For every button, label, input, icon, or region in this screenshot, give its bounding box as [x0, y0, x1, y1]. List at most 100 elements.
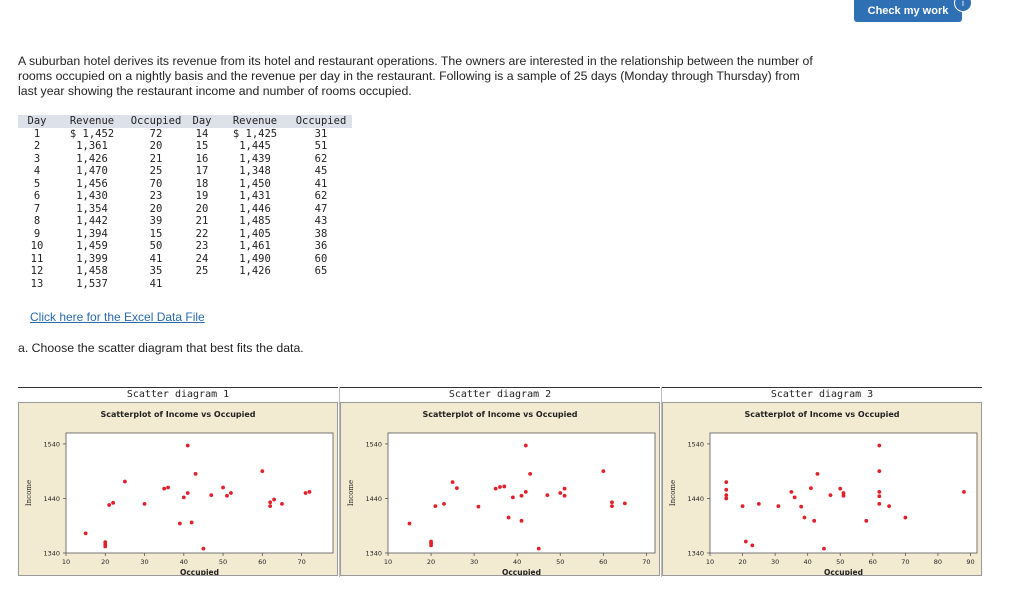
- plot-area: [65, 432, 334, 554]
- cell-day: 2: [33, 140, 41, 152]
- y-axis-label: Income: [347, 480, 355, 506]
- data-point: [792, 495, 797, 500]
- data-point: [841, 491, 846, 495]
- data-point: [822, 546, 826, 551]
- y-axis-label: Income: [25, 480, 33, 506]
- y-tick-label: 1340: [687, 550, 704, 558]
- x-tick-label: 60: [599, 558, 607, 566]
- cell-occupied-2: 65: [314, 265, 328, 277]
- data-point: [903, 515, 908, 520]
- table-row: 9 1,394 15 22 1,405 38: [18, 228, 352, 241]
- cell-day-2: 20: [195, 202, 209, 215]
- cell-day-2: 19: [195, 190, 209, 202]
- table-row: 1 $ 1,452 72 14 $ 1,425 31: [18, 128, 352, 141]
- cell-revenue: 1,537: [76, 277, 108, 290]
- data-point: [498, 485, 502, 489]
- cell-occupied: 72: [149, 127, 163, 140]
- data-point: [303, 491, 308, 495]
- scatter-diagram-2[interactable]: Scatter diagram 2 Scatterplot of Income …: [340, 387, 660, 578]
- data-point: [523, 443, 528, 448]
- x-tick-label: 10: [62, 558, 70, 566]
- data-point: [162, 486, 167, 491]
- cell-day: 7: [33, 202, 41, 215]
- x-tick-label: 20: [738, 558, 746, 566]
- cell-revenue: 1,458: [76, 265, 108, 277]
- scatter-diagram-3[interactable]: Scatter diagram 3 Scatterplot of Income …: [662, 387, 982, 578]
- cell-occupied-2: 62: [314, 190, 328, 202]
- chart-title: Scatterplot of Income vs Occupied: [744, 410, 899, 419]
- y-tick-label: 1440: [687, 495, 704, 503]
- data-point: [455, 486, 459, 490]
- cell-day-2: 15: [195, 140, 209, 152]
- data-point: [268, 504, 273, 508]
- data-point: [724, 496, 729, 501]
- cell-occupied-2: [290, 278, 352, 291]
- cell-occupied: 70: [149, 177, 163, 190]
- data-point: [558, 491, 563, 495]
- table-header-day-2: Day: [184, 115, 220, 128]
- data-point: [809, 486, 813, 490]
- cell-occupied-2: 38: [314, 227, 328, 240]
- x-tick-label: 50: [556, 558, 564, 566]
- check-my-work-button[interactable]: Check my work: [854, 0, 962, 22]
- cell-occupied-2: 45: [314, 165, 328, 177]
- data-point: [407, 521, 412, 526]
- cell-revenue-2: 1,445: [239, 140, 271, 152]
- data-point: [877, 443, 882, 448]
- cell-day: 5: [33, 177, 41, 190]
- cell-revenue-2: [220, 278, 290, 291]
- scatter-diagram-1[interactable]: Scatter diagram 1 Scatterplot of Income …: [18, 387, 338, 578]
- cell-occupied-2: 51: [314, 140, 328, 152]
- data-point: [601, 469, 606, 474]
- y-tick-label: 1540: [365, 440, 382, 448]
- data-point: [221, 485, 225, 490]
- data-point: [307, 490, 312, 494]
- data-point: [724, 493, 729, 498]
- cell-revenue: 1,459: [76, 240, 108, 252]
- scatter-chart-1: Scatterplot of Income vs Occupied 1340 144…: [25, 410, 334, 575]
- cell-day: 9: [33, 227, 41, 240]
- cell-day-2: 17: [195, 165, 209, 177]
- cell-day-2: 21: [195, 215, 209, 227]
- data-point: [476, 504, 481, 509]
- y-tick-label: 1540: [687, 440, 704, 448]
- x-tick-label: 10: [706, 558, 714, 566]
- data-point: [185, 443, 190, 448]
- cell-revenue-2: 1,405: [239, 227, 271, 240]
- cell-occupied: 50: [149, 240, 163, 252]
- data-point: [519, 493, 524, 498]
- x-tick-label: 40: [513, 558, 521, 566]
- cell-occupied: 25: [149, 165, 163, 177]
- data-point: [562, 486, 567, 491]
- cell-day: 11: [30, 252, 44, 265]
- excel-data-link[interactable]: Click here for the Excel Data File: [30, 310, 205, 324]
- cell-occupied-2: 31: [314, 127, 328, 140]
- data-point: [268, 500, 273, 505]
- data-point: [185, 491, 190, 495]
- data-point: [225, 493, 229, 498]
- x-tick-label: 30: [140, 558, 148, 566]
- data-point: [502, 484, 507, 489]
- table-row: 4 1,470 25 17 1,348 45: [18, 165, 352, 178]
- data-point: [107, 503, 112, 507]
- data-point: [433, 504, 438, 508]
- cell-day: 12: [30, 265, 44, 277]
- y-tick-label: 1540: [43, 440, 60, 448]
- x-tick-label: 60: [869, 558, 877, 566]
- table-row: 3 1,426 21 16 1,439 62: [18, 153, 352, 166]
- data-point: [724, 487, 729, 492]
- data-point: [510, 495, 515, 500]
- data-point: [750, 543, 755, 548]
- cell-occupied: 20: [149, 140, 163, 152]
- cell-occupied-2: 62: [314, 152, 328, 165]
- panel-divider: [339, 387, 340, 577]
- cell-day: 6: [33, 190, 41, 202]
- cell-occupied: 21: [149, 152, 163, 165]
- cell-day-2: 24: [195, 252, 209, 265]
- data-point: [177, 521, 182, 526]
- cell-day-2: 22: [195, 227, 209, 240]
- data-point: [756, 502, 761, 506]
- cell-day: 3: [33, 152, 41, 165]
- table-row: 11 1,399 41 24 1,490 60: [18, 253, 352, 266]
- table-row: 2 1,361 20 15 1,445 51: [18, 140, 352, 153]
